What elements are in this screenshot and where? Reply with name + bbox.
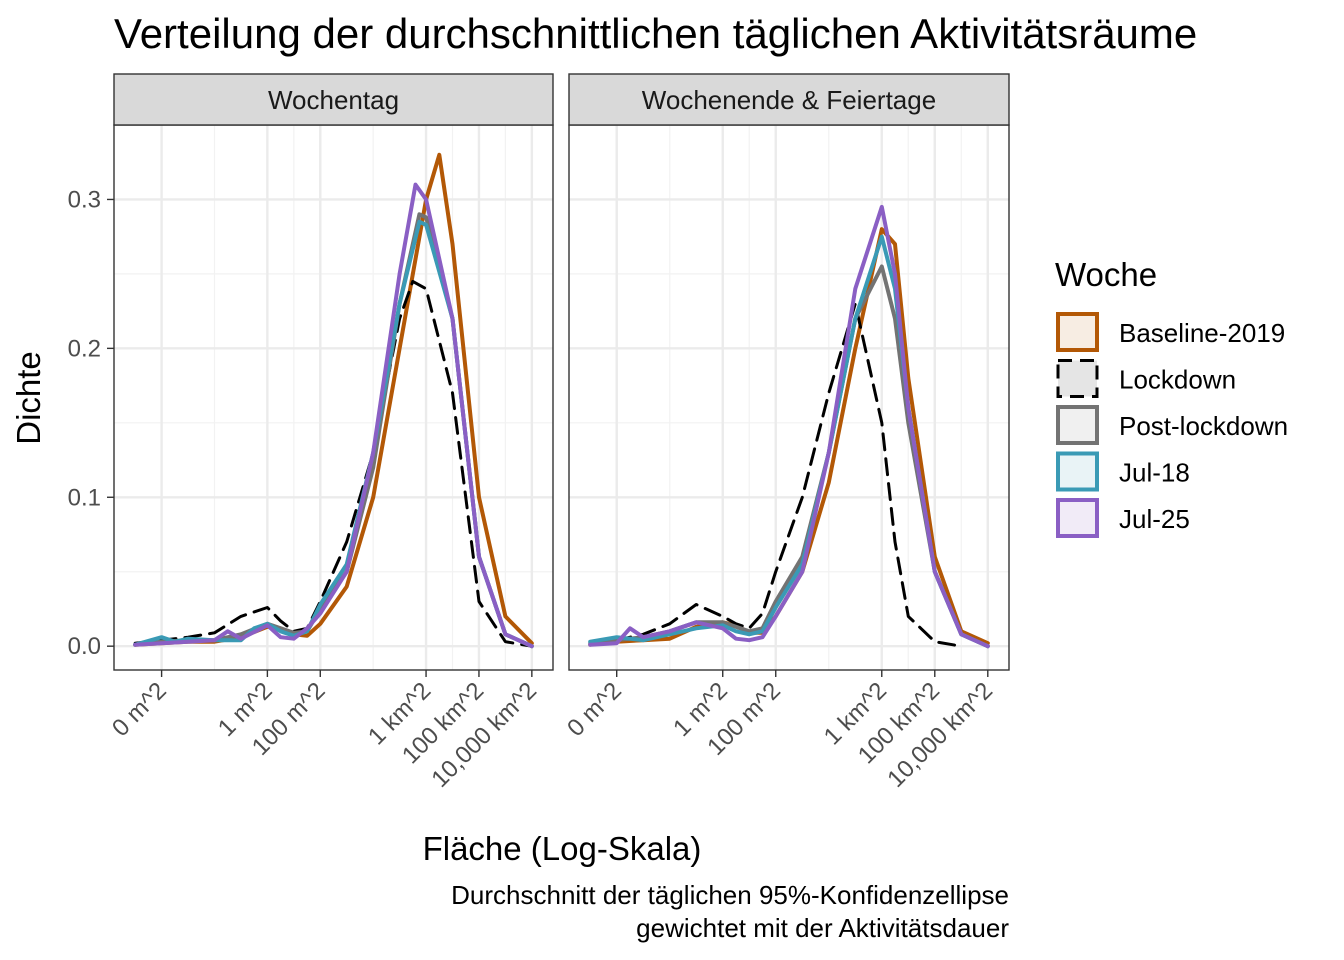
series-group — [588, 204, 990, 649]
y-tick-label: 0.2 — [68, 335, 101, 362]
x-axis-label: Fläche (Log-Skala) — [423, 830, 702, 867]
x-tick-label: 0 m^2 — [107, 677, 172, 742]
density-line-lockdown — [588, 302, 963, 648]
legend-key — [1056, 498, 1099, 538]
facet-label: Wochentag — [268, 85, 399, 115]
density-line-jul-25 — [133, 182, 534, 649]
legend-item: Lockdown — [1056, 359, 1236, 398]
legend-label: Baseline-2019 — [1119, 318, 1285, 348]
facet-strip — [113, 73, 554, 126]
legend-item: Post-lockdown — [1056, 405, 1288, 445]
facet-label: Wochenende & Feiertage — [642, 85, 936, 115]
legend-title: Woche — [1055, 256, 1157, 293]
legend-label: Jul-18 — [1119, 458, 1190, 488]
caption-line-2: gewichtet mit der Aktivitätsdauer — [636, 913, 1009, 943]
caption-line-1: Durchschnitt der täglichen 95%-Konfidenz… — [451, 880, 1009, 910]
legend-item: Jul-18 — [1056, 451, 1190, 492]
series-group — [133, 152, 534, 649]
legend: Woche Baseline-2019 Lockdown Post-lockdown J… — [1055, 256, 1288, 538]
legend-label: Jul-25 — [1119, 504, 1190, 534]
legend-label: Lockdown — [1119, 365, 1236, 395]
density-line-lockdown — [133, 279, 534, 648]
x-tick-label: 0 m^2 — [562, 677, 627, 742]
legend-key — [1056, 451, 1099, 492]
y-tick-label: 0.3 — [68, 186, 101, 213]
y-tick-label: 0.1 — [68, 484, 101, 511]
chart-title: Verteilung der durchschnittlichen täglic… — [114, 10, 1197, 57]
legend-key — [1056, 405, 1099, 445]
legend-label: Post-lockdown — [1119, 411, 1288, 441]
y-tick-label: 0.0 — [68, 633, 101, 660]
facet-strip — [568, 73, 1010, 126]
legend-key — [1056, 312, 1099, 352]
legend-item: Jul-25 — [1056, 498, 1190, 538]
legend-item: Baseline-2019 — [1056, 312, 1285, 352]
density-line-jul-25 — [588, 204, 990, 649]
y-axis-label: Dichte — [10, 351, 47, 445]
legend-key — [1056, 359, 1099, 398]
